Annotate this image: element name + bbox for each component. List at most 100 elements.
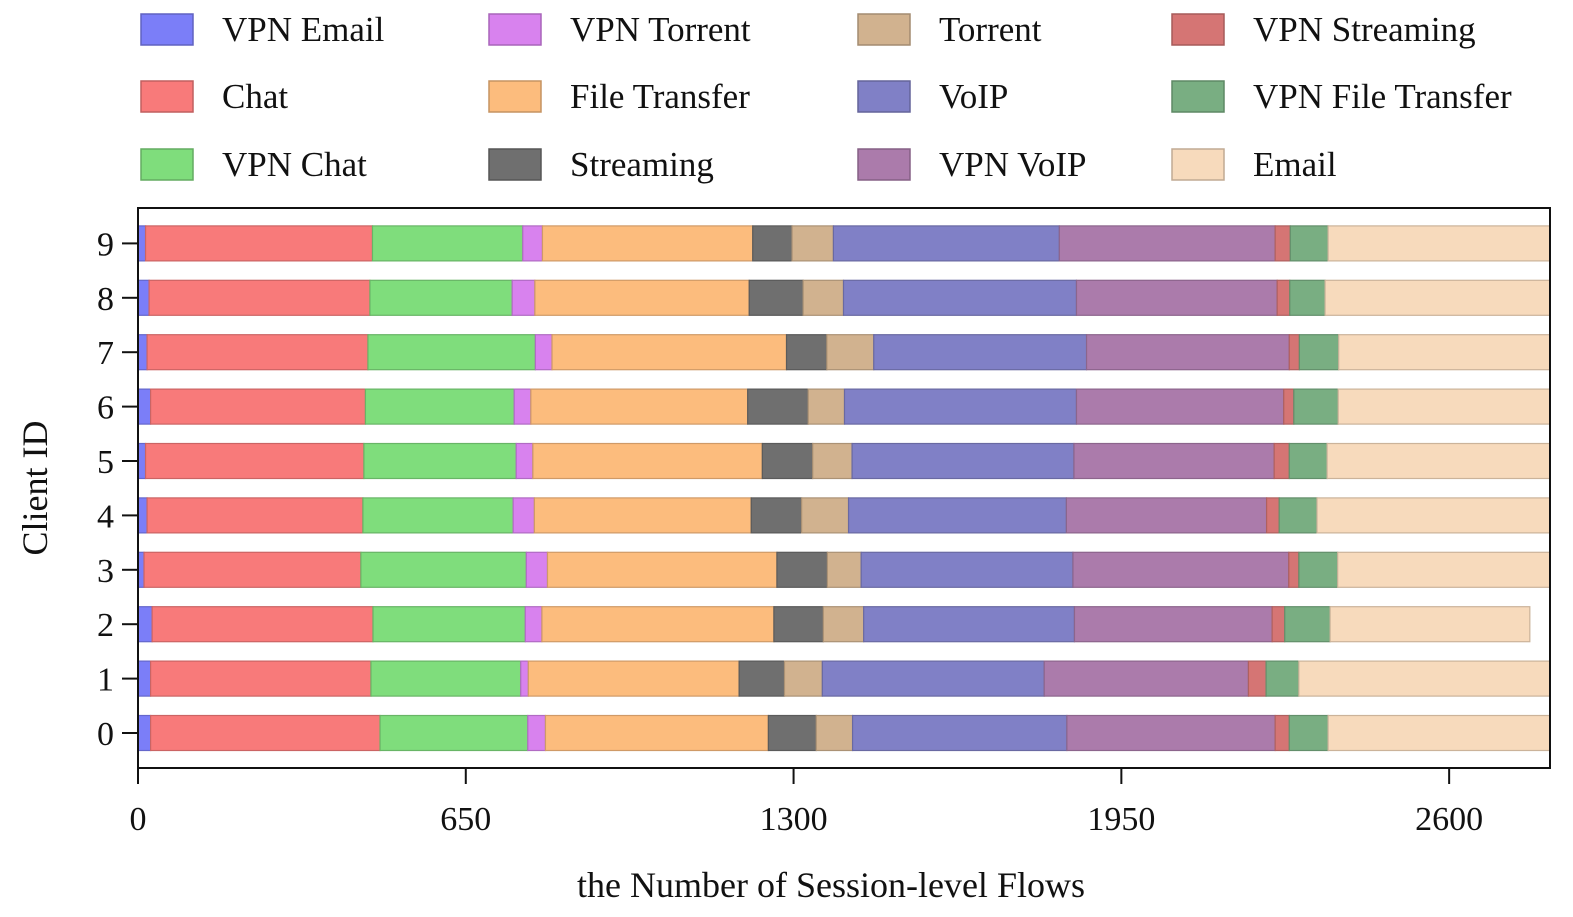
- y-tick-label-4: 4: [97, 498, 114, 535]
- legend-swatch-email: [1171, 148, 1225, 181]
- legend-swatch-file-transfer: [488, 80, 542, 113]
- legend-label-chat: Chat: [222, 77, 288, 116]
- bar-segment-client-6-chat: [150, 388, 367, 425]
- y-tick-label-2: 2: [97, 607, 114, 644]
- legend-swatch-voip: [857, 80, 911, 113]
- bar-segment-client-7-vpn-torrent: [534, 334, 553, 371]
- bar-segment-client-3-vpn-voip: [1072, 551, 1290, 588]
- bar-segment-client-0-voip: [851, 714, 1068, 752]
- x-tick-label-1950: 1950: [1087, 801, 1155, 838]
- bar-segment-client-0-vpn-chat: [379, 714, 529, 752]
- bar-segment-client-6-vpn-email: [137, 388, 152, 425]
- bar-segment-client-1-vpn-chat: [370, 660, 522, 697]
- legend-swatch-vpn-file-transfer: [1171, 80, 1225, 113]
- bar-segment-client-3-vpn-torrent: [525, 551, 549, 588]
- bar-segment-client-9-vpn-chat: [371, 225, 524, 262]
- bar-segment-client-9-file-transfer: [541, 225, 754, 262]
- bar-segment-client-3-file-transfer: [546, 551, 778, 588]
- bar-segment-client-7-vpn-voip: [1085, 334, 1290, 371]
- bar-segment-client-4-vpn-torrent: [512, 497, 535, 534]
- bar-segment-client-6-vpn-streaming: [1283, 388, 1295, 425]
- y-tick-label-5: 5: [97, 444, 114, 481]
- bar-segment-client-8-vpn-chat: [369, 279, 513, 316]
- bar-segment-client-7-streaming: [785, 334, 828, 371]
- bar-segment-client-3-voip: [860, 551, 1074, 588]
- bar-segment-client-2-vpn-file-transfer: [1284, 606, 1331, 643]
- legend-label-email: Email: [1253, 145, 1337, 184]
- bar-segment-client-1-vpn-streaming: [1247, 660, 1267, 697]
- y-tick-label-8: 8: [97, 281, 114, 318]
- bar-segment-client-8-email: [1324, 279, 1551, 316]
- bar-segment-client-6-file-transfer: [530, 388, 749, 425]
- bar-segment-client-4-email: [1316, 497, 1551, 534]
- bar-segment-client-4-vpn-chat: [362, 497, 514, 534]
- bar-segment-client-7-chat: [146, 334, 369, 371]
- bar-segment-client-0-streaming: [767, 714, 817, 752]
- bar-segment-client-2-streaming: [773, 606, 824, 643]
- bar-segment-client-1-voip: [821, 660, 1045, 697]
- bar-segment-client-9-vpn-voip: [1058, 225, 1276, 262]
- y-tick-label-3: 3: [97, 553, 114, 590]
- legend-label-streaming: Streaming: [570, 145, 714, 184]
- bar-segment-client-3-vpn-file-transfer: [1298, 551, 1339, 588]
- bar-segment-client-0-vpn-voip: [1066, 714, 1276, 752]
- bar-segment-client-4-vpn-streaming: [1265, 497, 1280, 534]
- bar-segment-client-8-chat: [148, 279, 371, 316]
- bar-segment-client-9-vpn-torrent: [522, 225, 544, 262]
- bar-segment-client-2-vpn-torrent: [524, 606, 543, 643]
- bar-segment-client-8-vpn-file-transfer: [1289, 279, 1326, 316]
- bar-segment-client-8-torrent: [802, 279, 845, 316]
- bar-segment-client-2-vpn-email: [137, 606, 153, 643]
- legend-label-vpn-streaming: VPN Streaming: [1253, 10, 1476, 49]
- bar-segment-client-1-vpn-torrent: [520, 660, 529, 697]
- bar-segment-client-5-vpn-voip: [1073, 442, 1275, 480]
- bar-segment-client-0-vpn-email: [137, 714, 152, 752]
- bar-segment-client-4-torrent: [801, 497, 850, 534]
- x-axis: 0 650 1300 1950 2600: [130, 768, 1483, 838]
- x-tick-label-0: 0: [130, 801, 147, 838]
- y-tick-label-0: 0: [97, 716, 114, 753]
- bar-segment-client-5-file-transfer: [532, 442, 763, 480]
- bar-segment-client-3-torrent: [826, 551, 862, 588]
- legend-swatch-vpn-chat: [140, 148, 194, 181]
- bar-segment-client-3-email: [1337, 551, 1551, 588]
- bar-segment-client-9-voip: [832, 225, 1060, 262]
- bar-segment-client-6-streaming: [747, 388, 809, 425]
- bar-segment-client-2-torrent: [822, 606, 865, 643]
- bar-segment-client-9-chat: [144, 225, 374, 262]
- bar-segment-client-2-email: [1329, 606, 1531, 643]
- bar-segment-client-2-chat: [151, 606, 374, 643]
- bar-segment-client-2-file-transfer: [541, 606, 775, 643]
- x-tick-label-1300: 1300: [760, 801, 828, 838]
- legend-label-vpn-voip: VPN VoIP: [939, 145, 1087, 184]
- bar-segment-client-1-vpn-email: [137, 660, 152, 697]
- bar-segment-client-2-vpn-chat: [372, 606, 526, 643]
- bar-segment-client-6-vpn-torrent: [513, 388, 532, 425]
- bar-segment-client-7-vpn-streaming: [1288, 334, 1300, 371]
- bar-segment-client-9-vpn-streaming: [1274, 225, 1291, 262]
- bar-segment-client-4-file-transfer: [533, 497, 752, 534]
- bar-segment-client-5-vpn-torrent: [515, 442, 534, 480]
- bar-segment-client-0-chat: [150, 714, 381, 752]
- bar-segment-client-8-vpn-torrent: [511, 279, 536, 316]
- bar-segment-client-5-streaming: [761, 442, 814, 480]
- bar-segment-client-8-vpn-voip: [1075, 279, 1278, 316]
- x-axis-label: the Number of Session-level Flows: [577, 865, 1085, 905]
- bar-segment-client-0-vpn-streaming: [1274, 714, 1290, 752]
- bar-segment-client-1-file-transfer: [527, 660, 740, 697]
- bar-segment-client-0-torrent: [815, 714, 854, 752]
- bar-segment-client-0-vpn-torrent: [527, 714, 547, 752]
- bar-segment-client-7-file-transfer: [551, 334, 788, 371]
- bar-segment-client-4-vpn-email: [137, 497, 148, 534]
- legend-label-file-transfer: File Transfer: [570, 77, 750, 116]
- bar-segment-client-1-streaming: [738, 660, 786, 697]
- bar-segment-client-4-voip: [847, 497, 1067, 534]
- bar-segment-client-8-vpn-email: [137, 279, 150, 316]
- y-axis: 0 1 2 3 4 5 6 7 8 9: [97, 226, 138, 753]
- y-tick-label-6: 6: [97, 390, 114, 427]
- bar-segment-client-5-vpn-email: [137, 442, 147, 480]
- bar-segment-client-3-vpn-chat: [360, 551, 527, 588]
- bar-segment-client-0-email: [1327, 714, 1551, 752]
- bar-segment-client-1-email: [1298, 660, 1551, 697]
